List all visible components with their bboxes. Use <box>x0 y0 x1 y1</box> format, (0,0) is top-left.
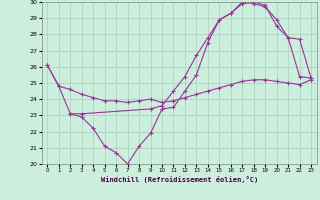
X-axis label: Windchill (Refroidissement éolien,°C): Windchill (Refroidissement éolien,°C) <box>100 176 258 183</box>
